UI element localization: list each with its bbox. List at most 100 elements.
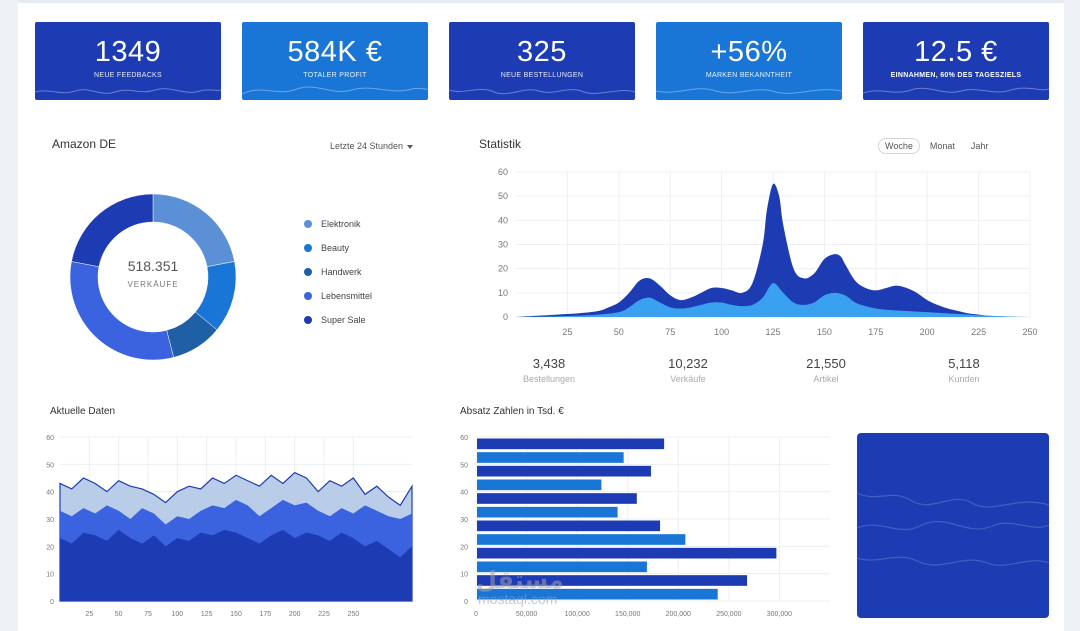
- dashboard-page: 1349 NEUE FEEDBACKS 584K € TOTALER PROFI…: [18, 0, 1064, 631]
- x-tick-label: 225: [318, 611, 330, 618]
- x-tick-label: 25: [562, 327, 572, 337]
- legend-item[interactable]: Beauty: [304, 236, 372, 260]
- stat-value: 5,118: [948, 356, 980, 371]
- kpi-label: TOTALER PROFIT: [303, 72, 367, 79]
- absatz-axes: 0 10 20 30 40 50 60 0 50,000 100,000 150,000 200,00…: [460, 435, 830, 618]
- kpi-value: 1349: [94, 36, 162, 68]
- kpi-card-feedbacks[interactable]: 1349 NEUE FEEDBACKS: [35, 22, 221, 100]
- legend-item[interactable]: Elektronik: [304, 212, 372, 236]
- kpi-value: 584K €: [287, 36, 383, 68]
- kpi-wave: [863, 87, 1049, 94]
- stat-articles: 21,550 Artikel: [776, 356, 876, 384]
- x-tick-label: 0: [474, 611, 478, 618]
- legend-item[interactable]: Handwerk: [304, 260, 372, 284]
- stat-label: Bestellungen: [522, 374, 576, 384]
- range-dropdown[interactable]: Letzte 24 Stunden: [330, 141, 414, 151]
- kpi-value: 325: [517, 36, 567, 68]
- legend-item[interactable]: Super Sale: [304, 308, 372, 332]
- kpi-value: 12.5 €: [914, 36, 998, 68]
- x-tick-label: 125: [765, 327, 780, 337]
- y-tick-label: 60: [46, 435, 54, 442]
- x-tick-label: 225: [971, 327, 986, 337]
- aktuelle-chart: 0 10 20 30 40 50 60 25 50 75 100 125 150 175 200 225 250: [46, 435, 413, 618]
- kpi-label: MARKEN BEKANNTHEIT: [705, 72, 793, 79]
- kpi-card-orders[interactable]: 325 NEUE BESTELLUNGEN: [449, 22, 635, 100]
- kpi-wave: [656, 88, 842, 94]
- kpi-value: +56%: [710, 36, 788, 68]
- donut-slice-super-sale[interactable]: [71, 193, 154, 267]
- y-tick-label: 40: [498, 215, 508, 225]
- x-tick-label: 100: [171, 611, 183, 618]
- bar[interactable]: [477, 452, 624, 463]
- stat-value: 21,550: [806, 356, 846, 371]
- watermark: مستقل mostaql.com: [476, 566, 564, 607]
- x-tick-label: 250: [1022, 327, 1037, 337]
- y-tick-label: 30: [498, 240, 508, 250]
- kpi-card-profit[interactable]: 584K € TOTALER PROFIT: [242, 22, 428, 100]
- stat-sales: 10,232 Verkäufe: [638, 356, 738, 384]
- watermark-text: مستقل: [476, 567, 564, 594]
- legend-item[interactable]: Lebensmittel: [304, 284, 372, 308]
- legend-dot: [304, 316, 312, 324]
- absatz-chart: 0 10 20 30 40 50 60 0 50,000 100,000 150,000 200,00…: [460, 435, 830, 618]
- kpi-card-brand[interactable]: +56% MARKEN BEKANNTHEIT: [656, 22, 842, 100]
- x-tick-label: 150: [230, 611, 242, 618]
- x-tick-label: 75: [144, 611, 152, 618]
- y-tick-label: 60: [460, 435, 468, 442]
- legend-label: Super Sale: [321, 315, 366, 325]
- range-tabs: Woche Monat Jahr: [878, 138, 998, 154]
- watermark-sub: mostaql.com: [478, 591, 558, 607]
- stat-orders: 3,438 Bestellungen: [499, 356, 599, 384]
- x-tick-label: 50: [115, 611, 123, 618]
- y-tick-label: 40: [46, 490, 54, 497]
- donut-center-value: 518.351: [127, 258, 179, 274]
- bar[interactable]: [477, 561, 647, 573]
- area-series-inner: [516, 283, 1030, 317]
- x-tick-label: 250: [347, 611, 359, 618]
- legend-dot: [304, 244, 312, 252]
- bar[interactable]: [477, 575, 748, 586]
- y-tick-label: 10: [460, 572, 468, 579]
- bar[interactable]: [477, 493, 637, 504]
- statistik-chart: 0 10 20 30 40 50 60 25 50 75 100 125 150 175 200 225 250: [498, 167, 1038, 337]
- summary-card[interactable]: [857, 433, 1049, 618]
- donut-slice-elektronik[interactable]: [152, 193, 235, 267]
- bar[interactable]: [477, 479, 602, 491]
- kpi-card-revenue[interactable]: 12.5 € EINNAHMEN, 60% DES TAGESZIELS: [863, 22, 1049, 100]
- area-series-bottom: [60, 529, 412, 601]
- donut-chart: [69, 193, 237, 361]
- stat-customers: 5,118 Kunden: [914, 356, 1014, 384]
- donut-center-label: VERKÄUFE: [127, 280, 179, 289]
- bar[interactable]: [477, 438, 665, 450]
- bar[interactable]: [477, 547, 777, 559]
- y-tick-label: 10: [46, 572, 54, 579]
- bar[interactable]: [477, 520, 661, 532]
- stat-value: 10,232: [668, 356, 708, 371]
- stat-label: Verkäufe: [670, 374, 706, 384]
- x-tick-label: 150,000: [615, 611, 640, 618]
- x-tick-label: 150: [817, 327, 832, 337]
- y-tick-label: 50: [498, 191, 508, 201]
- kpi-wave: [242, 86, 428, 95]
- kpi-wave: [449, 88, 635, 95]
- card-wave: [857, 492, 1049, 566]
- x-tick-label: 175: [868, 327, 883, 337]
- donut-legend: Elektronik Beauty Handwerk Lebensmittel Supe…: [304, 212, 372, 332]
- tab-jahr[interactable]: Jahr: [970, 141, 989, 151]
- bar[interactable]: [477, 465, 651, 477]
- tab-monat[interactable]: Monat: [929, 141, 955, 151]
- y-tick-label: 0: [50, 599, 54, 606]
- bar[interactable]: [477, 506, 618, 518]
- bar[interactable]: [477, 534, 686, 545]
- tab-woche[interactable]: Woche: [878, 138, 920, 154]
- x-tick-label: 200: [920, 327, 935, 337]
- x-tick-label: 50,000: [516, 611, 538, 618]
- y-tick-label: 10: [498, 288, 508, 298]
- y-tick-label: 30: [46, 517, 54, 524]
- absatz-title: Absatz Zahlen in Tsd. €: [460, 406, 564, 417]
- x-tick-label: 250,000: [716, 611, 741, 618]
- bar[interactable]: [477, 588, 718, 600]
- y-tick-label: 60: [498, 167, 508, 177]
- stat-label: Artikel: [813, 374, 839, 384]
- x-tick-label: 125: [201, 611, 213, 618]
